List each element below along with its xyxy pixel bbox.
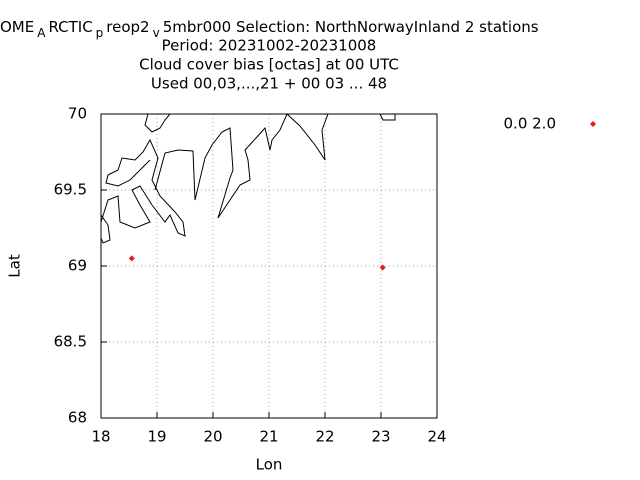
y-tick-label: 68: [68, 409, 87, 427]
legend-label: 0.0 2.0: [504, 115, 556, 133]
y-axis-label: Lat: [6, 254, 24, 278]
chart-title: OME A RCTIC p reop2 v 5mbr000 Selection: North…: [0, 18, 539, 40]
y-tick-label: 69.5: [54, 181, 87, 199]
x-tick-label: 18: [91, 428, 110, 446]
data-point: [379, 264, 386, 271]
coastline: [101, 114, 396, 244]
y-tick-label: 69: [68, 257, 87, 275]
title-subscript: v: [153, 26, 160, 40]
title-segment: 5mbr000 Selection: NorthNorwayInland 2 s…: [163, 18, 539, 36]
x-tick-label: 24: [427, 428, 446, 446]
x-axis-label: Lon: [256, 456, 283, 474]
title-segment: reop2: [106, 18, 149, 36]
title-segment: RCTIC: [48, 18, 92, 36]
x-tick-label: 22: [315, 428, 334, 446]
title-subscript: p: [96, 26, 104, 40]
x-tick-label: 20: [203, 428, 222, 446]
chart-subtitle: Period: 20231002-20231008: [162, 37, 377, 55]
x-tick-label: 19: [147, 428, 166, 446]
chart-subtitle: Used 00,03,...,21 + 00 03 ... 48: [151, 75, 387, 93]
title-subscript: A: [37, 26, 46, 40]
x-tick-label: 23: [371, 428, 390, 446]
y-tick-label: 70: [68, 105, 87, 123]
y-tick-label: 68.5: [54, 333, 87, 351]
chart-subtitle: Cloud cover bias [octas] at 00 UTC: [139, 56, 399, 74]
title-segment: OME: [0, 18, 34, 36]
legend-marker: [590, 121, 596, 127]
plot-frame: [100, 113, 438, 419]
x-tick-label: 21: [259, 428, 278, 446]
data-point: [128, 255, 135, 262]
